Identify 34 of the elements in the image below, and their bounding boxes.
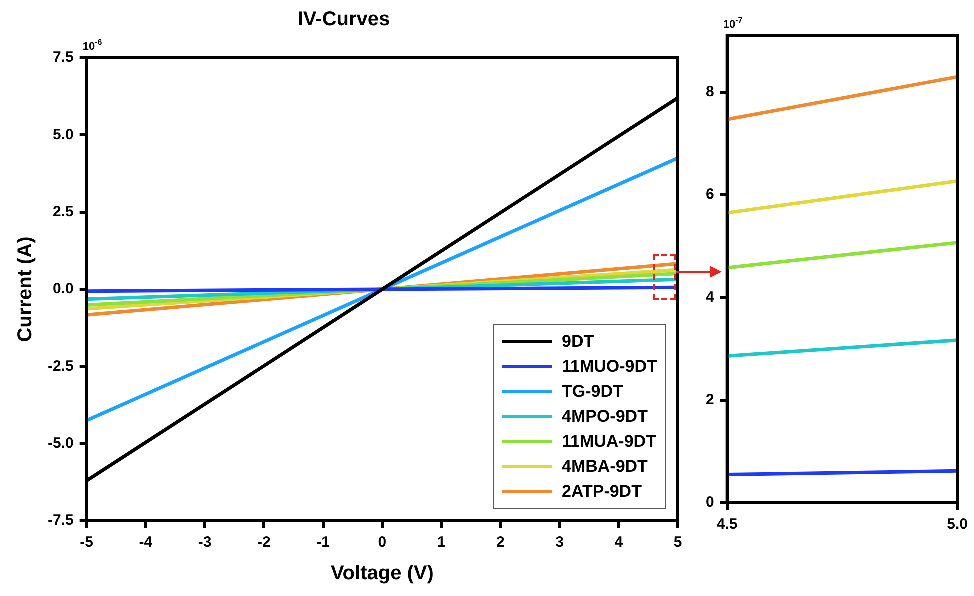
chart-title: IV-Curves: [298, 8, 390, 31]
y-tick-label: 0.0: [52, 280, 74, 298]
y-axis-title: Current (A): [14, 236, 37, 342]
x-tick-label: 4: [614, 534, 624, 552]
legend-label: TG-9DT: [562, 382, 624, 402]
x-tick-label: 3: [556, 534, 564, 552]
y-tick-label: 6: [706, 186, 714, 204]
legend-label: 9DT: [562, 332, 594, 352]
y-tick-label: 4: [706, 288, 715, 306]
x-tick-label: 1: [437, 534, 446, 552]
x-tick-label: 2: [496, 534, 505, 552]
x-tick-label: -2: [258, 534, 271, 552]
y-tick-label: 7.5: [52, 49, 74, 66]
x-tick-label: 4.5: [716, 516, 738, 534]
y-tick-label: 5.0: [52, 126, 74, 144]
x-tick-label: 5: [674, 534, 682, 552]
x-axis-title: Voltage (V): [330, 562, 434, 585]
y-tick-label: -2.5: [48, 358, 74, 375]
legend-label: 4MPO-9DT: [562, 406, 648, 426]
x-tick-label: -4: [139, 534, 154, 552]
legend-label: 11MUO-9DT: [562, 356, 658, 376]
y-tick-label: -7.5: [48, 512, 74, 530]
legend-label: 11MUA-9DT: [562, 432, 656, 452]
y-tick-label: -5.0: [48, 434, 74, 452]
y-tick-label: 2: [706, 392, 714, 409]
x-tick-label: -1: [316, 534, 330, 552]
x-tick-label: -5: [80, 534, 94, 552]
legend-label: 2ATP-9DT: [562, 482, 642, 502]
x-tick-label: 0: [378, 534, 387, 552]
y-tick-label: 2.5: [52, 203, 74, 220]
y-tick-label: 0: [706, 494, 714, 512]
y-tick-label: 8: [706, 84, 714, 101]
legend-label: 4MBA-9DT: [562, 456, 648, 476]
x-tick-label: -3: [198, 534, 212, 552]
